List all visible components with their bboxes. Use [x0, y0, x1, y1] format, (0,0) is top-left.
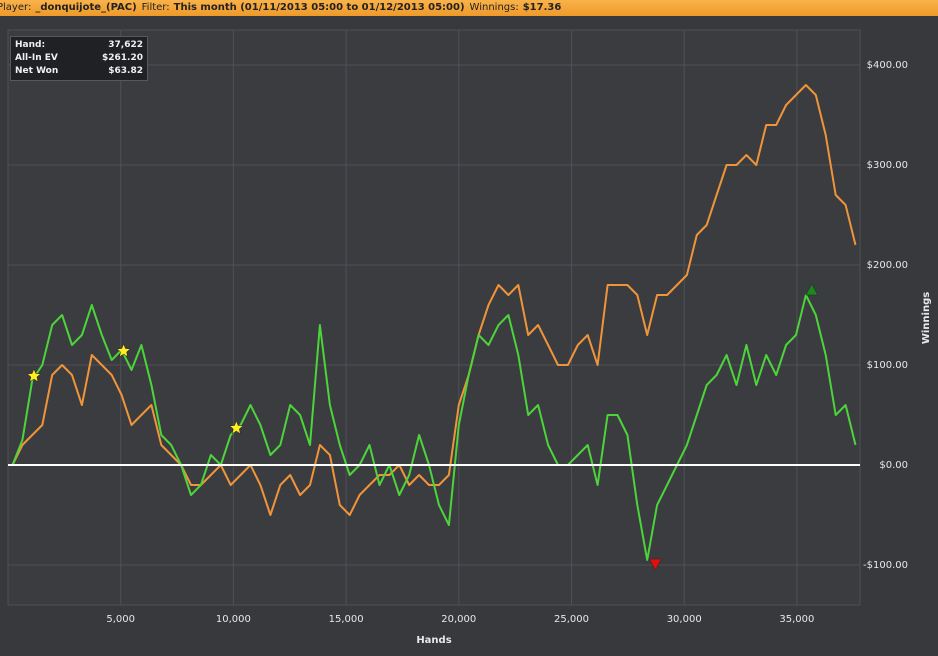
- info-label: All-In EV: [15, 53, 58, 63]
- chart: Hands Winnings 5,000 10,000 15,000 20,000 25…: [7, 29, 932, 646]
- info-label: Hand:: [15, 40, 46, 50]
- y-tick-label: $100.00: [867, 360, 908, 371]
- info-label: Net Won: [15, 66, 59, 76]
- plot-area: [7, 29, 861, 606]
- x-tick-label: 10,000: [216, 614, 251, 625]
- info-row: Hand: 37,622: [15, 39, 143, 52]
- series-line: [11, 294, 857, 561]
- marker: [26, 368, 42, 383]
- info-value: 37,622: [108, 40, 143, 50]
- marker: [648, 558, 662, 571]
- filter-label: Filter:: [141, 2, 170, 13]
- y-tick-label: $200.00: [867, 260, 908, 271]
- info-row: All-In EV $261.20: [15, 52, 143, 65]
- y-tick-label: $0.00: [879, 460, 908, 471]
- filter: This month (01/11/2013 05:00 to 01/12/20…: [173, 2, 465, 13]
- marker: [805, 283, 819, 296]
- info-box: Hand: 37,622 All-In EV $261.20 Net Won $63.…: [10, 36, 148, 81]
- x-tick-label: 35,000: [779, 614, 814, 625]
- y-tick-label: $300.00: [867, 160, 908, 171]
- winnings: $17.36: [522, 2, 562, 13]
- info-row: Net Won $63.82: [15, 65, 143, 78]
- marker: [116, 343, 131, 358]
- y-tick-label: $400.00: [867, 60, 908, 71]
- x-tick-label: 20,000: [441, 614, 476, 625]
- player-label: Player:: [0, 2, 32, 13]
- info-value: $261.20: [102, 53, 143, 63]
- header-bar: Player: _donquijote_(PAC) Filter: This mont…: [0, 0, 938, 16]
- winnings-label: Winnings:: [469, 2, 519, 13]
- y-axis-label: Winnings: [921, 292, 932, 344]
- x-tick-label: 5,000: [106, 614, 135, 625]
- marker: [229, 420, 244, 435]
- x-tick-label: 15,000: [329, 614, 364, 625]
- info-value: $63.82: [108, 66, 143, 76]
- player: _donquijote_(PAC): [35, 2, 137, 13]
- y-tick-label: -$100.00: [863, 560, 908, 571]
- x-tick-label: 25,000: [554, 614, 589, 625]
- x-axis-label: Hands: [416, 635, 451, 646]
- x-tick-label: 30,000: [667, 614, 702, 625]
